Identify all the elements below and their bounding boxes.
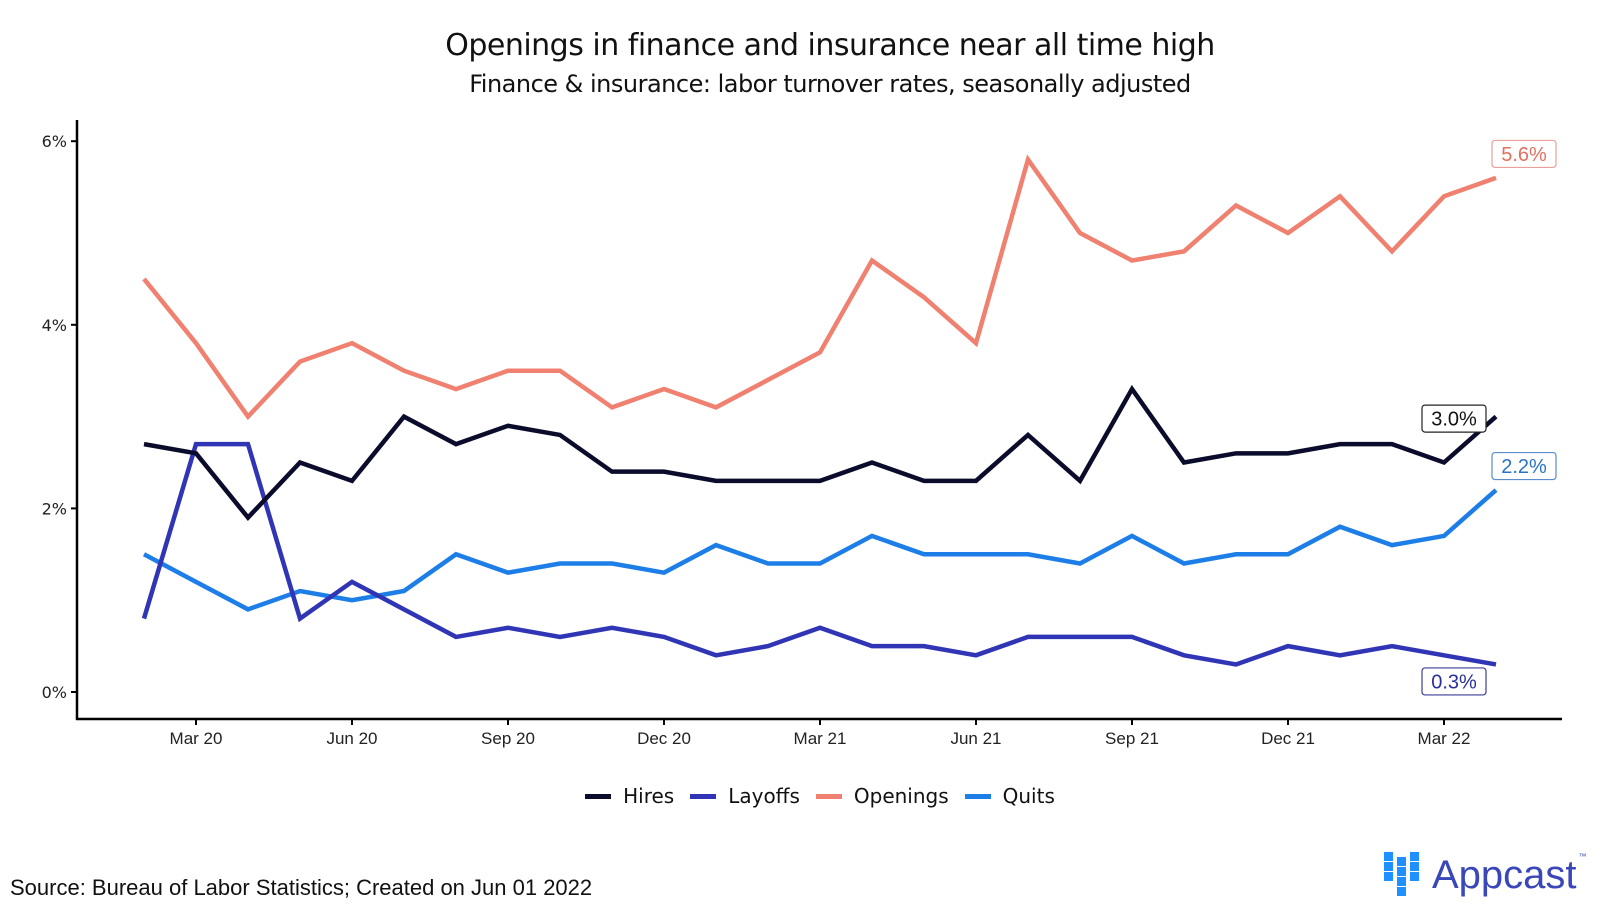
y-tick-label: 6%: [42, 132, 67, 151]
end-label-text: 3.0%: [1431, 409, 1477, 431]
end-label-openings: 5.6%: [1491, 139, 1557, 169]
legend-item-quits: Quits: [964, 784, 1055, 808]
legend-label: Layoffs: [728, 784, 800, 808]
axes: 0% 2% 4% 6% Mar 20 Jun 20 Sep 20 Dec 20 Mar 21 Ju…: [42, 120, 1562, 748]
legend-label: Openings: [853, 784, 949, 808]
x-tick-label: Jun 21: [950, 729, 1001, 748]
end-label-box: [1421, 667, 1487, 696]
logo-square: [1397, 887, 1406, 896]
source-note: Source: Bureau of Labor Statistics; Crea…: [10, 875, 593, 900]
x-tick-label: Sep 21: [1105, 729, 1159, 748]
logo-square: [1410, 852, 1419, 861]
logo-dot-grid-icon: [1384, 852, 1424, 898]
legend-label: Quits: [1002, 784, 1055, 808]
y-tick-label: 4%: [42, 316, 67, 335]
logo-square: [1410, 862, 1419, 871]
end-label-box: [1421, 404, 1487, 433]
x-tick-label: Sep 20: [481, 729, 535, 748]
logo-text: Appcast: [1432, 853, 1577, 897]
legend-swatch: [690, 793, 717, 799]
series-line-hires: [143, 384, 1498, 521]
appcast-logo: Appcast ™: [1384, 852, 1587, 898]
end-label-text: 2.2%: [1501, 456, 1547, 478]
end-label-text: 0.3%: [1431, 671, 1477, 693]
logo-square: [1397, 867, 1406, 876]
end-label-hires: 3.0%: [1421, 404, 1487, 433]
logo-square: [1397, 877, 1406, 886]
y-tick-label: 0%: [42, 683, 67, 702]
series-lines: [141, 154, 1498, 667]
end-label-box: [1491, 451, 1557, 481]
logo-square: [1410, 872, 1419, 881]
end-label-quits: 2.2%: [1491, 451, 1557, 481]
chart-title: Openings in finance and insurance near a…: [445, 28, 1215, 63]
x-tick-label: Dec 21: [1261, 729, 1315, 748]
logo-square: [1397, 857, 1406, 866]
y-tick-label: 2%: [42, 499, 67, 518]
logo-square: [1384, 862, 1393, 871]
chart-subtitle: Finance & insurance: labor turnover rate…: [469, 70, 1191, 98]
logo-square: [1384, 872, 1393, 881]
line-chart: 0% 2% 4% 6% Mar 20 Jun 20 Sep 20 Dec 20 Mar 21 Ju…: [42, 120, 1562, 748]
logo-square: [1384, 852, 1393, 861]
legend-item-hires: Hires: [585, 784, 674, 808]
legend-item-layoffs: Layoffs: [690, 784, 800, 808]
legend-swatch: [585, 793, 612, 799]
series-line-openings: [142, 154, 1497, 421]
legend-swatch: [964, 793, 991, 799]
series-line-quits: [142, 488, 1498, 612]
x-tick-label: Dec 20: [637, 729, 691, 748]
x-tick-label: Jun 20: [326, 729, 377, 748]
series-line-layoffs: [141, 441, 1497, 667]
x-tick-label: Mar 20: [170, 729, 223, 748]
legend-swatch: [815, 793, 842, 799]
x-tick-label: Mar 22: [1418, 729, 1471, 748]
x-tick-label: Mar 21: [794, 729, 847, 748]
end-label-text: 5.6%: [1501, 144, 1547, 166]
end-labels: 3.0% 0.3% 5.6% 2.2%: [1421, 139, 1557, 696]
end-label-box: [1491, 139, 1557, 169]
legend-item-openings: Openings: [815, 784, 949, 808]
legend: Hires Layoffs Openings Quits: [0, 784, 1600, 808]
end-label-layoffs: 0.3%: [1421, 667, 1487, 696]
legend-label: Hires: [623, 784, 675, 808]
logo-trademark: ™: [1578, 852, 1587, 861]
